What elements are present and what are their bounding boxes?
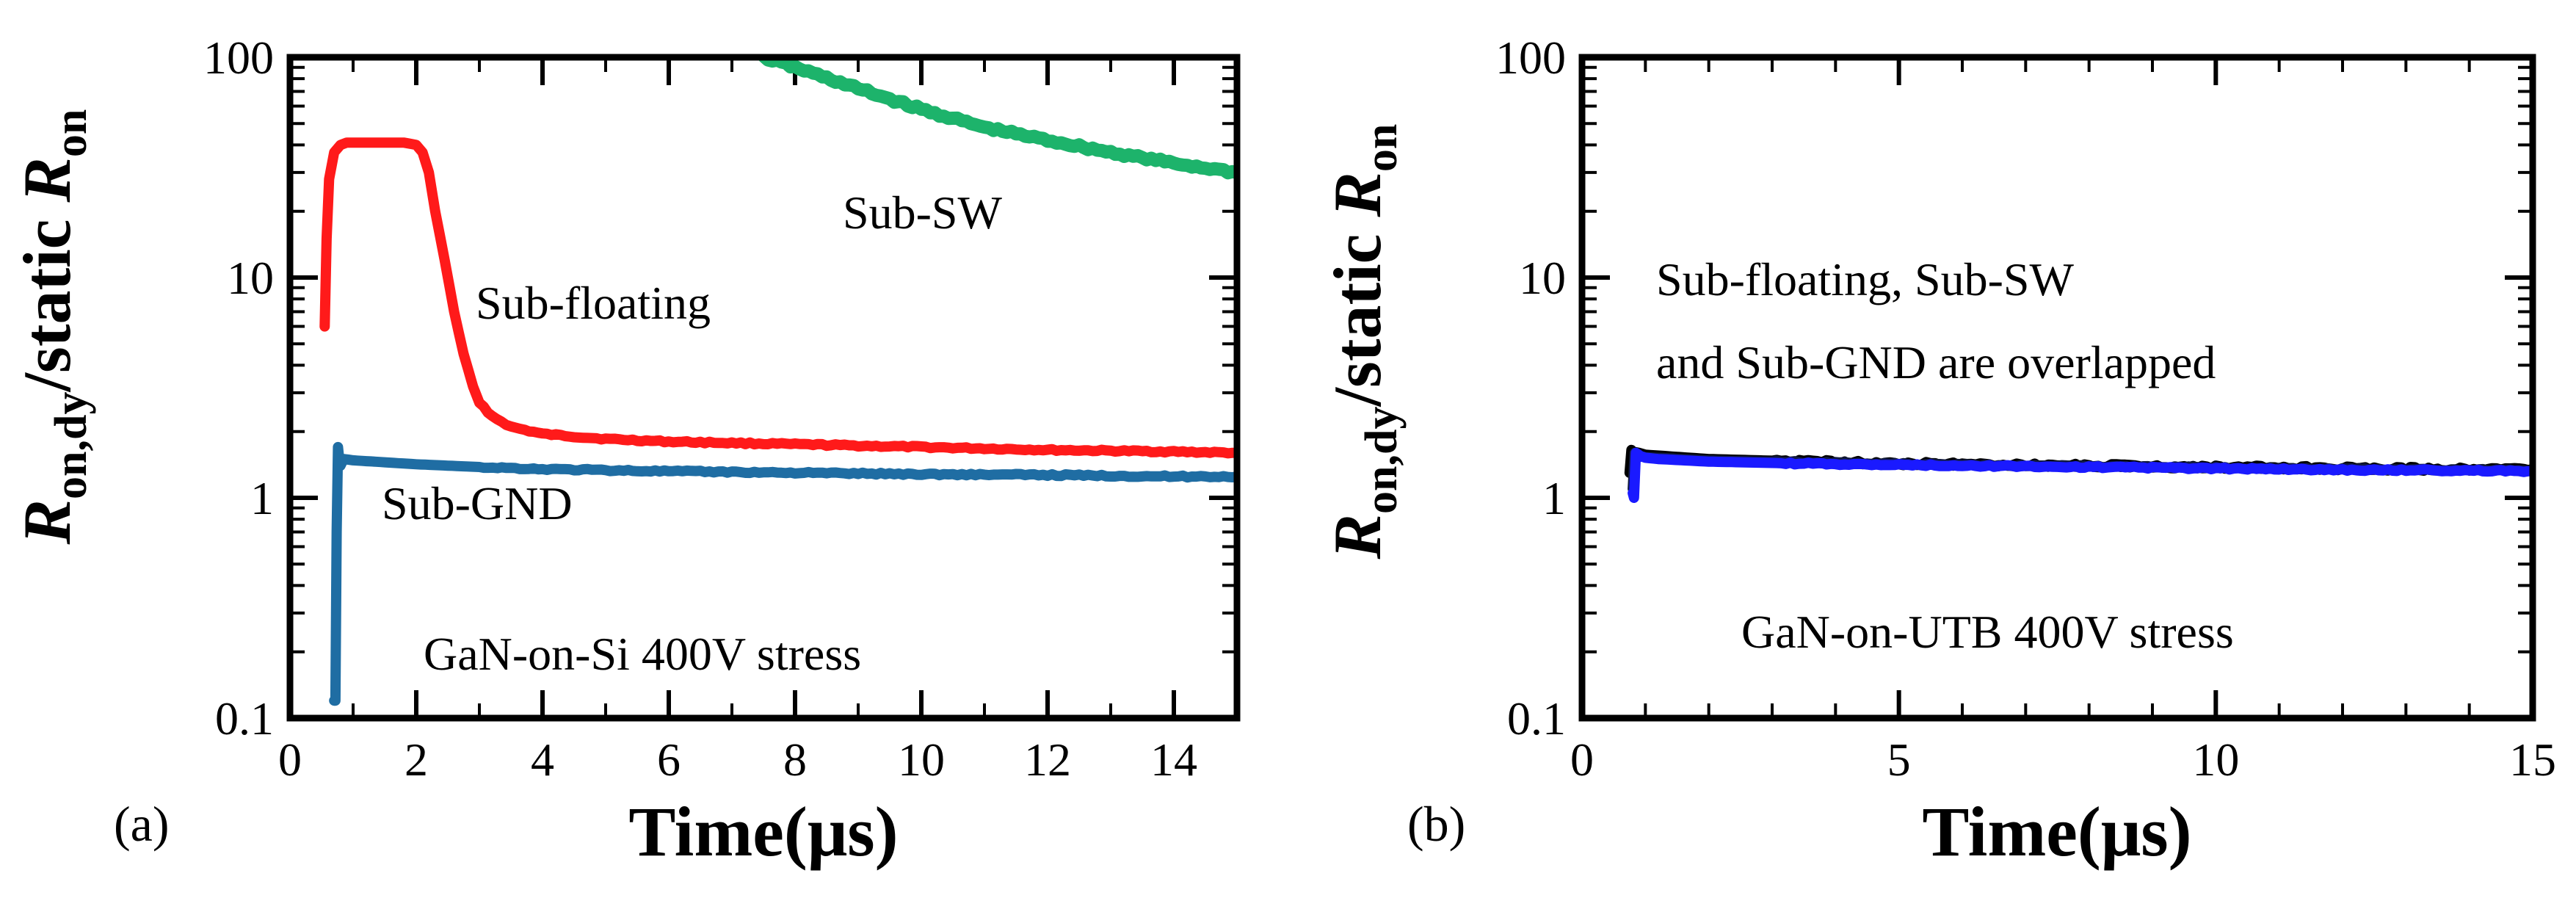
b-annotation-stress: GaN-on-UTB 400V stress <box>1741 606 2234 658</box>
a-series-sub-sw <box>757 57 1237 180</box>
a-xtick-label-0: 0 <box>278 734 302 786</box>
a-x-axis-label: Time(μs) <box>628 792 898 871</box>
b-ylabel-sub1: on,dy <box>1357 407 1407 514</box>
panel-b: Ron,dy/static Ron 0.1 1 10 100 0 5 10 15 Sub-f… <box>1320 32 2556 871</box>
b-plot-frame <box>1578 54 2536 722</box>
a-x-ticks: 0 2 4 6 8 10 12 14 <box>278 57 1197 786</box>
svg-text:Ron,dy/static Ron: Ron,dy/static Ron <box>10 109 96 546</box>
svg-text:Ron,dy/static Ron: Ron,dy/static Ron <box>1320 124 1407 560</box>
a-ylabel-mid: /static <box>10 202 84 392</box>
b-ytick-label-1: 1 <box>1542 472 1566 524</box>
a-plot-frame <box>286 54 1241 722</box>
a-ylabel-sub1: on,dy <box>46 392 96 499</box>
a-annotation-sub-floating: Sub-floating <box>476 277 711 329</box>
a-y-axis-label: Ron,dy/static Ron <box>10 109 96 546</box>
b-y-axis-label: Ron,dy/static Ron <box>1320 124 1407 560</box>
b-xtick-label-1: 5 <box>1887 734 1911 786</box>
b-panel-label: (b) <box>1407 796 1465 852</box>
a-xtick-label-3: 6 <box>657 734 681 786</box>
a-xtick-label-5: 10 <box>898 734 945 786</box>
b-ylabel-sub2: on <box>1357 124 1407 172</box>
a-annotation-stress: GaN-on-Si 400V stress <box>424 628 861 680</box>
b-ylabel-R1: R <box>1320 514 1395 560</box>
a-ylabel-sub2: on <box>46 109 96 157</box>
a-y-ticks: 0.1 1 10 100 <box>203 32 1237 745</box>
a-ytick-label-0: 0.1 <box>215 692 274 745</box>
a-ylabel-R1: R <box>10 499 84 545</box>
a-plot-area <box>319 57 1237 706</box>
b-xtick-label-3: 15 <box>2509 734 2556 786</box>
a-ytick-label-2: 10 <box>227 252 274 304</box>
b-ylabel-mid: /static <box>1320 217 1395 407</box>
b-ytick-label-0: 0.1 <box>1507 692 1566 745</box>
a-xtick-label-2: 4 <box>531 734 554 786</box>
b-annotation-line1: Sub-floating, Sub-SW <box>1656 253 2074 305</box>
a-xtick-label-1: 2 <box>404 734 428 786</box>
b-xtick-label-2: 10 <box>2192 734 2239 786</box>
b-y-ticks: 0.1 1 10 100 <box>1495 32 2533 745</box>
a-panel-label: (a) <box>114 796 169 852</box>
a-xtick-label-7: 14 <box>1150 734 1197 786</box>
a-xtick-label-6: 12 <box>1024 734 1071 786</box>
a-ytick-label-1: 1 <box>250 472 274 524</box>
b-annotation-line2: and Sub-GND are overlapped <box>1656 336 2216 388</box>
b-ylabel-R2: R <box>1320 172 1395 217</box>
b-x-ticks: 0 5 10 15 <box>1570 57 2556 786</box>
b-ytick-label-2: 10 <box>1519 252 1566 304</box>
a-xtick-label-4: 8 <box>783 734 807 786</box>
b-xtick-label-0: 0 <box>1570 734 1594 786</box>
a-ylabel-R2: R <box>10 157 84 203</box>
b-ytick-label-3: 100 <box>1495 32 1566 84</box>
a-annotation-sub-sw: Sub-SW <box>843 187 1003 239</box>
a-series-sub-gnd <box>329 441 1237 706</box>
b-series-sub-floating <box>1628 447 2533 503</box>
b-x-axis-label: Time(μs) <box>1922 792 2191 871</box>
b-plot-area <box>1624 444 2533 503</box>
a-annotation-sub-gnd: Sub-GND <box>382 477 573 529</box>
a-ytick-label-3: 100 <box>203 32 274 84</box>
a-series-sub-floating <box>319 137 1237 459</box>
